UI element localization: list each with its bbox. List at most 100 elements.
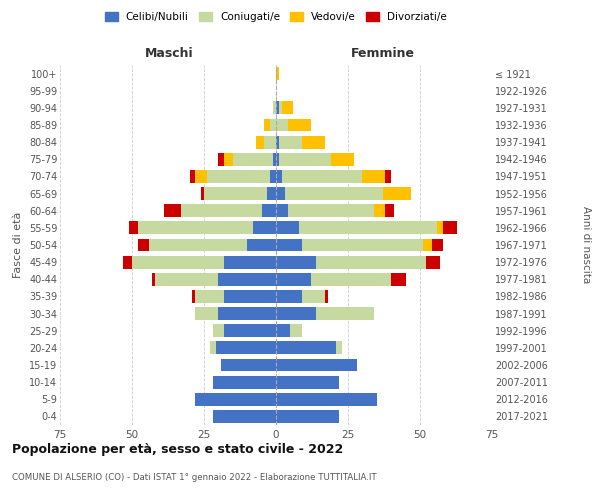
Bar — [276, 222, 299, 234]
Bar — [273, 102, 276, 114]
Bar — [201, 187, 204, 200]
Bar — [276, 393, 377, 406]
Bar — [138, 238, 149, 252]
Bar — [331, 153, 354, 166]
Bar — [276, 170, 282, 183]
Bar — [316, 307, 374, 320]
Bar — [218, 153, 224, 166]
Bar — [276, 324, 290, 337]
Bar — [218, 307, 276, 320]
Text: Femmine: Femmine — [350, 47, 415, 60]
Bar — [247, 238, 276, 252]
Bar — [129, 222, 138, 234]
Bar — [265, 136, 276, 148]
Bar — [253, 222, 276, 234]
Bar — [385, 170, 391, 183]
Bar — [279, 102, 282, 114]
Bar — [423, 238, 431, 252]
Bar — [276, 238, 302, 252]
Bar — [224, 290, 276, 303]
Bar — [149, 238, 247, 252]
Bar — [287, 204, 374, 217]
Bar — [383, 187, 412, 200]
Bar — [256, 136, 265, 148]
Bar — [212, 410, 276, 423]
Bar — [273, 153, 276, 166]
Bar — [385, 204, 394, 217]
Bar — [276, 273, 311, 285]
Bar — [426, 256, 440, 268]
Bar — [204, 187, 268, 200]
Bar — [268, 187, 276, 200]
Bar — [276, 136, 279, 148]
Bar — [276, 290, 302, 303]
Bar — [279, 136, 302, 148]
Bar — [276, 67, 279, 80]
Bar — [138, 222, 253, 234]
Bar — [276, 118, 287, 132]
Bar — [325, 290, 328, 303]
Y-axis label: Fasce di età: Fasce di età — [13, 212, 23, 278]
Text: COMUNE DI ALSERIO (CO) - Dati ISTAT 1° gennaio 2022 - Elaborazione TUTTITALIA.IT: COMUNE DI ALSERIO (CO) - Dati ISTAT 1° g… — [12, 472, 377, 482]
Bar — [207, 170, 270, 183]
Bar — [164, 204, 181, 217]
Bar — [190, 170, 196, 183]
Bar — [431, 238, 443, 252]
Bar — [282, 170, 362, 183]
Bar — [152, 273, 155, 285]
Bar — [299, 222, 437, 234]
Text: Anni di nascita: Anni di nascita — [581, 206, 591, 284]
Bar — [302, 238, 423, 252]
Bar — [196, 170, 207, 183]
Bar — [221, 358, 276, 372]
Text: Popolazione per età, sesso e stato civile - 2022: Popolazione per età, sesso e stato civil… — [12, 442, 343, 456]
Bar — [279, 153, 331, 166]
Bar — [311, 273, 391, 285]
Bar — [270, 170, 276, 183]
Bar — [276, 358, 356, 372]
Bar — [270, 118, 276, 132]
Bar — [282, 102, 293, 114]
Bar — [276, 153, 279, 166]
Bar — [218, 273, 276, 285]
Bar — [374, 204, 385, 217]
Bar — [212, 324, 224, 337]
Bar — [276, 307, 316, 320]
Bar — [181, 204, 262, 217]
Bar — [233, 153, 273, 166]
Bar — [224, 153, 233, 166]
Bar — [276, 187, 284, 200]
Bar — [276, 376, 340, 388]
Bar — [224, 256, 276, 268]
Bar — [262, 204, 276, 217]
Bar — [302, 290, 325, 303]
Bar — [302, 136, 325, 148]
Bar — [443, 222, 457, 234]
Bar — [316, 256, 426, 268]
Bar — [224, 324, 276, 337]
Bar — [196, 393, 276, 406]
Bar — [362, 170, 385, 183]
Bar — [284, 187, 383, 200]
Bar — [290, 324, 302, 337]
Bar — [265, 118, 270, 132]
Bar — [276, 410, 340, 423]
Bar — [276, 204, 287, 217]
Bar — [391, 273, 406, 285]
Bar — [132, 256, 224, 268]
Bar — [212, 376, 276, 388]
Bar — [276, 342, 337, 354]
Bar — [124, 256, 132, 268]
Bar — [276, 102, 279, 114]
Bar — [196, 290, 224, 303]
Bar — [196, 307, 218, 320]
Bar — [276, 256, 316, 268]
Bar — [337, 342, 342, 354]
Text: Maschi: Maschi — [145, 47, 194, 60]
Bar — [210, 342, 215, 354]
Bar — [437, 222, 443, 234]
Bar — [155, 273, 218, 285]
Bar — [287, 118, 311, 132]
Legend: Celibi/Nubili, Coniugati/e, Vedovi/e, Divorziati/e: Celibi/Nubili, Coniugati/e, Vedovi/e, Di… — [101, 8, 451, 26]
Bar — [193, 290, 196, 303]
